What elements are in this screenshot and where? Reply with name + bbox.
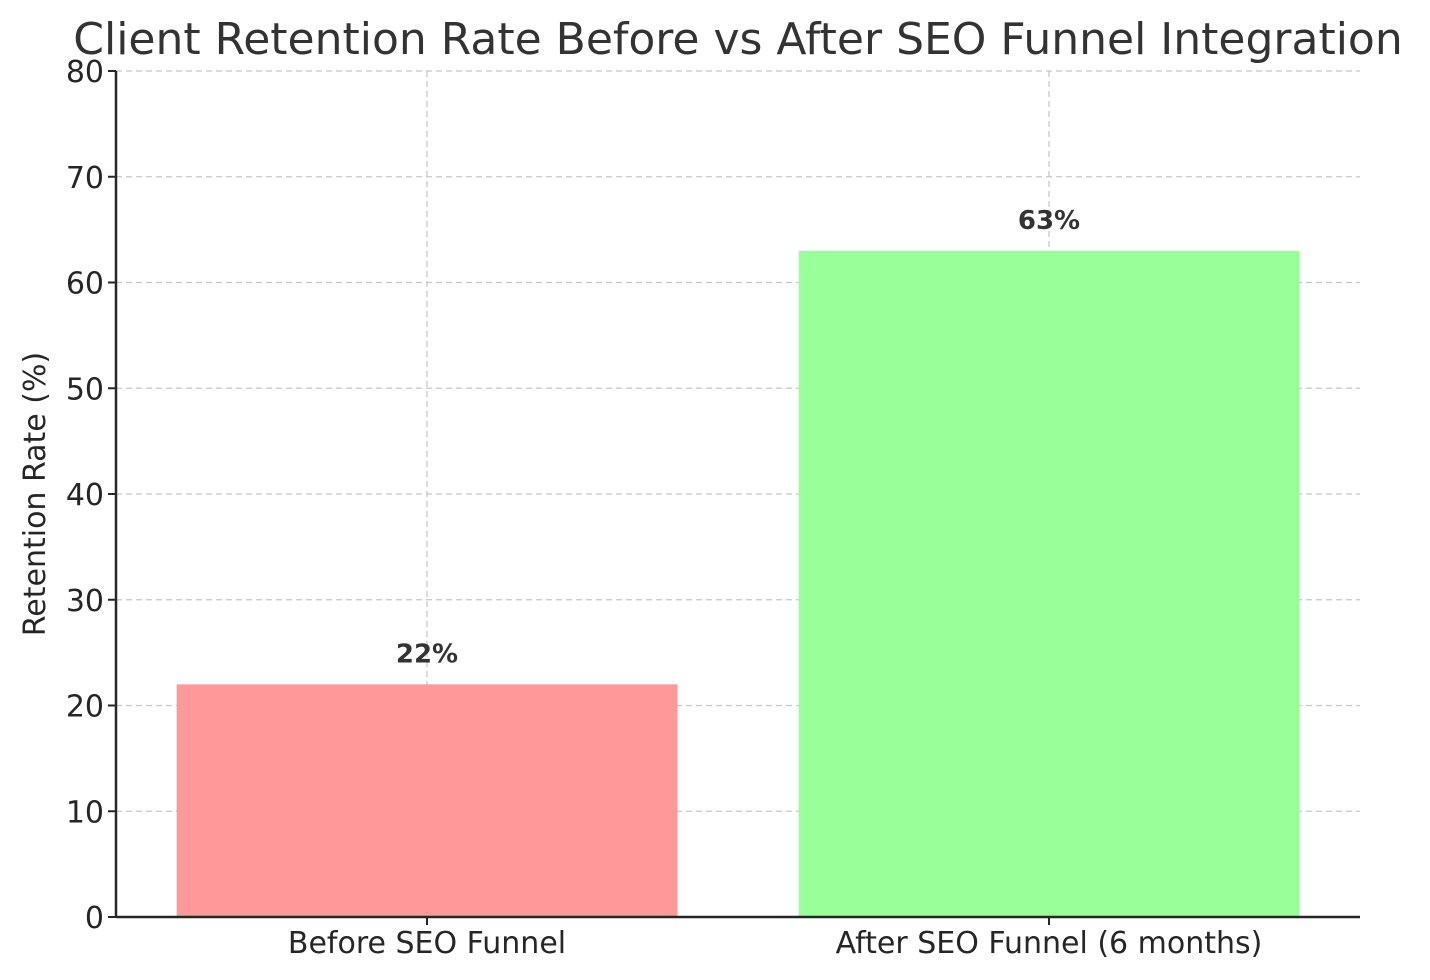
chart-title: Client Retention Rate Before vs After SE…	[73, 14, 1402, 65]
axes	[108, 70, 1360, 925]
bar-1	[798, 250, 1300, 917]
y-tick-label: 60	[66, 267, 104, 302]
x-tick-label: Before SEO Funnel	[288, 926, 566, 961]
data-label: 22%	[396, 639, 458, 669]
y-tick-label: 50	[66, 372, 104, 407]
data-label: 63%	[1018, 206, 1080, 236]
y-axis-label: Retention Rate (%)	[18, 352, 53, 636]
bar-0	[176, 684, 678, 917]
bars	[176, 250, 1300, 917]
y-tick-label: 0	[85, 901, 104, 936]
labels: 0 10 20 30 40 50 60 70 80 Before SEO Funnel 22% Aft…	[66, 55, 1263, 961]
y-tick-label: 40	[66, 478, 104, 513]
y-tick-label: 80	[66, 55, 104, 90]
x-tick-label: After SEO Funnel (6 months)	[836, 926, 1263, 961]
y-tick-label: 10	[66, 795, 104, 830]
y-tick-label: 70	[66, 161, 104, 196]
y-tick-label: 30	[66, 584, 104, 619]
y-tick-label: 20	[66, 690, 104, 725]
